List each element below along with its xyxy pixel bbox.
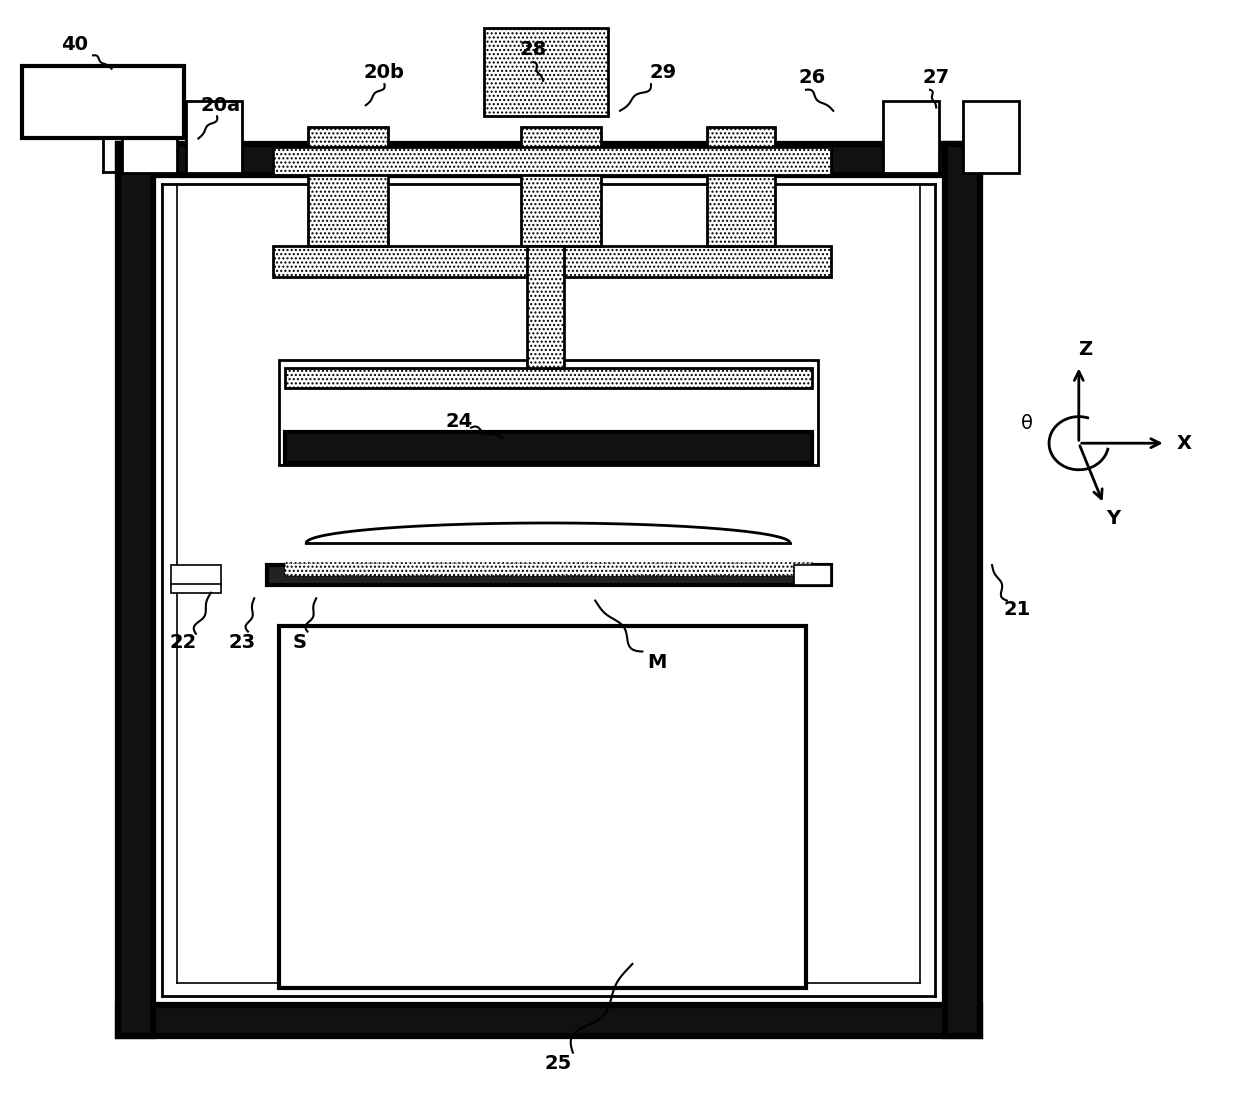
Text: Z: Z [1078, 339, 1092, 359]
Bar [279, 360, 818, 465]
Text: Y: Y [1106, 509, 1121, 529]
Bar [285, 388, 812, 432]
Text: θ: θ [1021, 413, 1033, 433]
Text: S: S [293, 633, 308, 653]
Bar [521, 127, 601, 246]
Bar [273, 147, 831, 175]
Text: M: M [647, 653, 667, 673]
Bar [527, 246, 564, 368]
Text: 24: 24 [445, 411, 472, 431]
Bar [963, 101, 1019, 173]
Bar [285, 432, 812, 463]
Bar [118, 144, 153, 1036]
Bar [153, 175, 945, 1005]
Bar [308, 127, 388, 246]
Text: 27: 27 [923, 68, 950, 88]
Bar [707, 127, 775, 246]
Bar [285, 563, 812, 576]
Text: 29: 29 [650, 62, 677, 82]
Bar [171, 584, 221, 593]
Bar [22, 66, 184, 138]
Bar [945, 144, 980, 1036]
Bar [122, 101, 177, 173]
Bar [171, 565, 221, 585]
Bar [267, 565, 831, 585]
Text: 25: 25 [544, 1054, 572, 1074]
Bar [484, 28, 608, 116]
Bar [273, 246, 831, 277]
Bar [118, 144, 980, 175]
Text: 40: 40 [61, 34, 88, 54]
Bar [285, 368, 812, 388]
Bar [186, 101, 242, 173]
Bar [794, 565, 831, 585]
Text: 23: 23 [228, 633, 255, 653]
Text: 20b: 20b [365, 62, 404, 82]
Text: X: X [1177, 433, 1192, 453]
Text: 20a: 20a [201, 95, 241, 115]
Bar [883, 101, 939, 173]
Text: 28: 28 [520, 40, 547, 60]
Bar [118, 1005, 980, 1036]
Text: 21: 21 [1003, 599, 1030, 619]
Bar [279, 626, 806, 988]
Text: 22: 22 [170, 633, 197, 653]
Text: 26: 26 [799, 68, 826, 88]
